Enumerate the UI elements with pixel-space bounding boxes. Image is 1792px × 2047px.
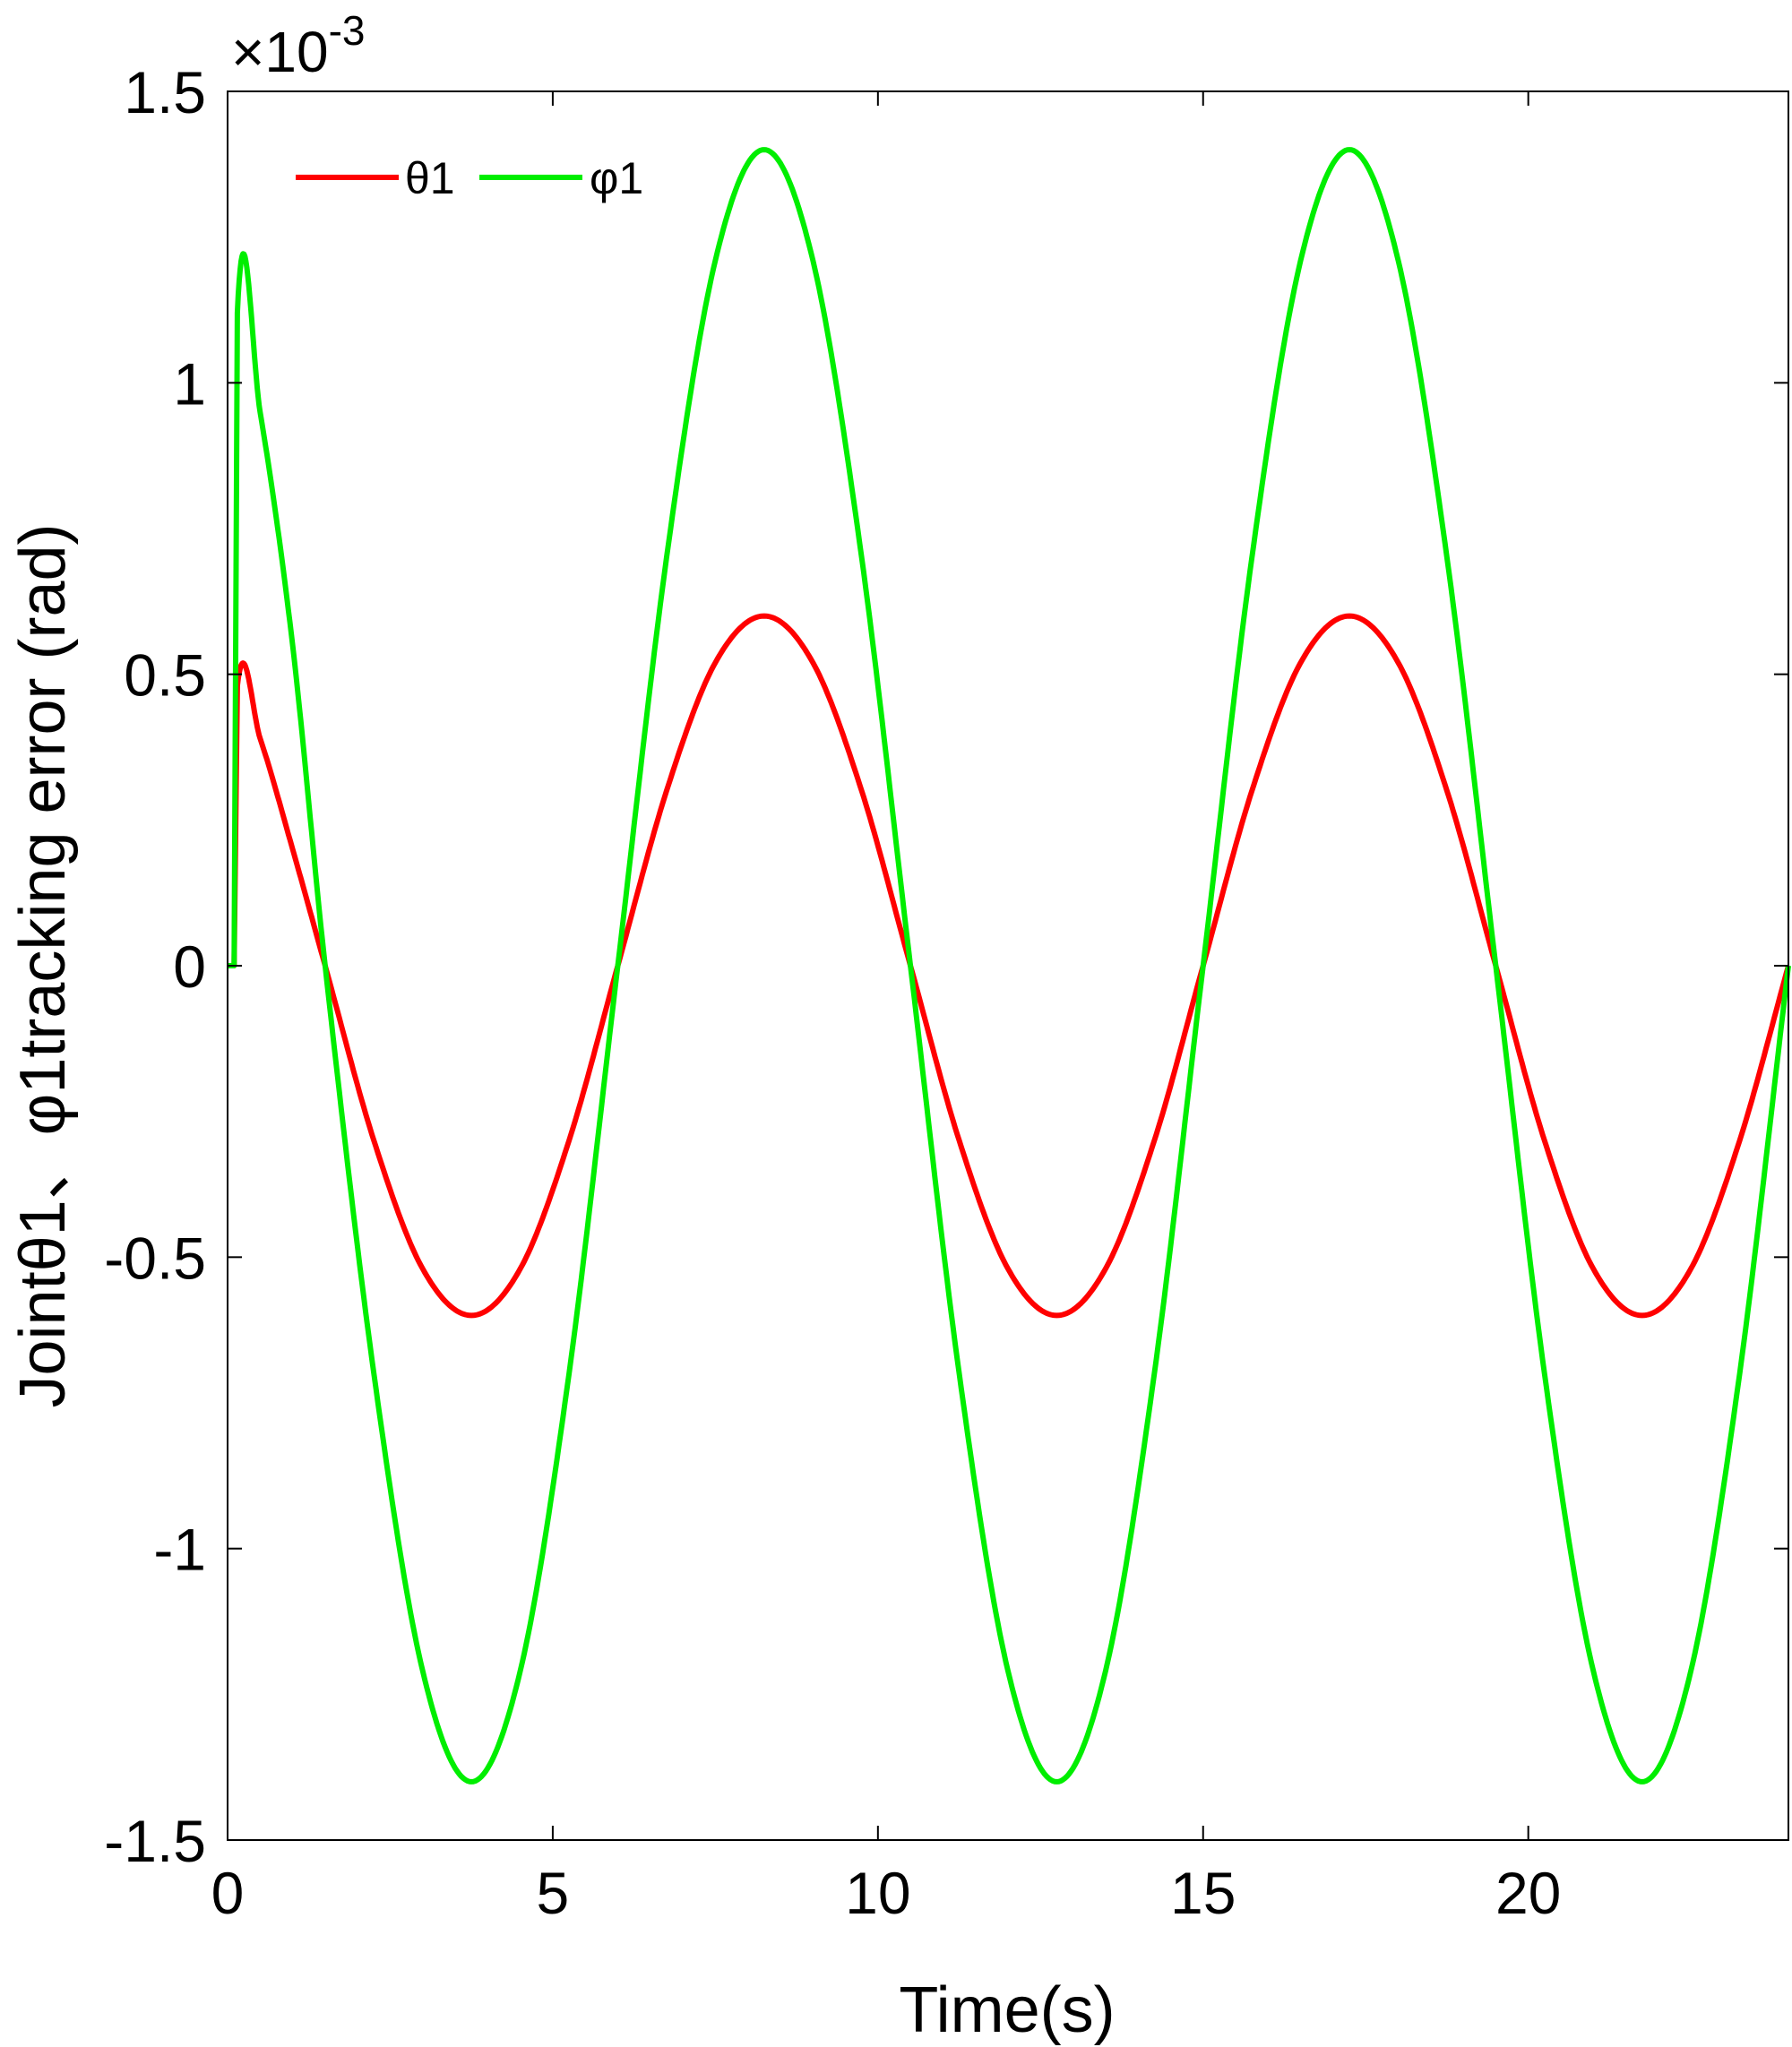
y-tick-label: -1 bbox=[153, 1517, 206, 1583]
ticks-layer bbox=[227, 90, 1788, 1841]
y-tick-label: -1.5 bbox=[104, 1808, 206, 1874]
y-axis-multiplier: ×10-3 bbox=[231, 7, 365, 84]
legend-label-theta1: θ1 bbox=[405, 153, 455, 203]
legend-label-phi1: φ1 bbox=[590, 153, 643, 203]
y-axis-multiplier-exponent: -3 bbox=[329, 7, 366, 54]
series-line-0 bbox=[228, 613, 1791, 1319]
series-layer bbox=[228, 147, 1791, 1785]
y-tick-label: 1 bbox=[173, 350, 206, 417]
x-tick-label: 10 bbox=[845, 1860, 910, 1926]
x-axis-label: Time(s) bbox=[899, 1974, 1115, 2046]
series-line-1 bbox=[228, 147, 1791, 1785]
y-axis-multiplier-prefix: ×10 bbox=[231, 20, 329, 84]
y-tick-label: 0.5 bbox=[124, 642, 206, 709]
legend: θ1 φ1 bbox=[296, 153, 643, 203]
y-tick-label: 0 bbox=[173, 933, 206, 1000]
x-tick-label: 5 bbox=[537, 1860, 570, 1926]
y-tick-label: 1.5 bbox=[124, 59, 206, 125]
y-axis-label: Jointθ1、φ1tracking error (rad) bbox=[7, 523, 79, 1407]
y-tick-label: -0.5 bbox=[104, 1225, 206, 1291]
x-tick-label: 20 bbox=[1495, 1860, 1561, 1926]
labels-layer: 0 5 10 15 20 -1.5 -1 -0.5 0 0.5 1 1.5 bbox=[104, 59, 1561, 1926]
x-tick-label: 0 bbox=[211, 1860, 245, 1926]
x-tick-label: 15 bbox=[1170, 1860, 1236, 1926]
